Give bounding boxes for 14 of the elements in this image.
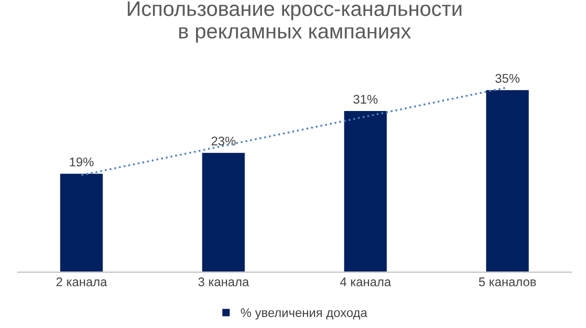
data-label: 35% bbox=[495, 74, 520, 83]
x-tick-label: 4 канала bbox=[340, 278, 392, 286]
data-label: 19% bbox=[70, 158, 94, 166]
data-label: 23% bbox=[212, 136, 236, 146]
bar bbox=[342, 110, 388, 272]
chart-title: Использование кросс-канальности в рекламных кампаниях bbox=[128, 2, 462, 43]
data-label: 31% bbox=[353, 94, 378, 104]
x-tick-label: 5 каналов bbox=[478, 278, 536, 286]
x-tick-label: 3 канала bbox=[198, 277, 250, 286]
legend-label: % увеличения дохода bbox=[240, 308, 368, 320]
bar bbox=[484, 88, 530, 272]
x-tick-label: 2 канала bbox=[56, 277, 108, 286]
bar bbox=[58, 172, 104, 272]
bar bbox=[200, 151, 246, 272]
